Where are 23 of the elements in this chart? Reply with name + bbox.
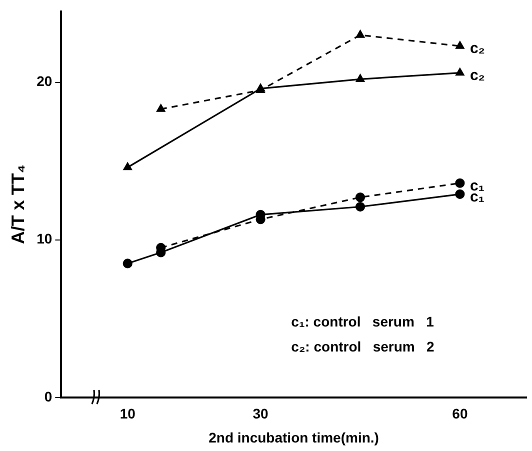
x-tick-label: 10	[120, 406, 136, 422]
point	[456, 68, 464, 76]
point	[156, 104, 166, 112]
series-label: c₂	[470, 66, 485, 84]
y-tick-label: 10	[36, 230, 52, 247]
annotation: c₁: control serum 1	[291, 313, 434, 330]
point	[356, 30, 365, 38]
annotation: c₂: control serum 2	[291, 338, 435, 354]
point	[355, 192, 366, 202]
y-axis-title: A/T x TT₄	[8, 164, 28, 244]
x-tick-label: 60	[452, 406, 468, 422]
y-tick-label: 0	[44, 388, 52, 404]
y-tick-label: 20	[36, 73, 52, 90]
point	[122, 258, 132, 268]
point	[455, 178, 465, 188]
point	[355, 202, 366, 212]
point	[356, 74, 365, 82]
x-tick-label: 30	[252, 406, 269, 422]
point	[123, 162, 132, 170]
series-label: c₂	[470, 40, 485, 58]
x-axis-title: 2nd incubation time(min.)	[208, 429, 379, 446]
point	[455, 189, 465, 199]
point	[456, 41, 464, 49]
